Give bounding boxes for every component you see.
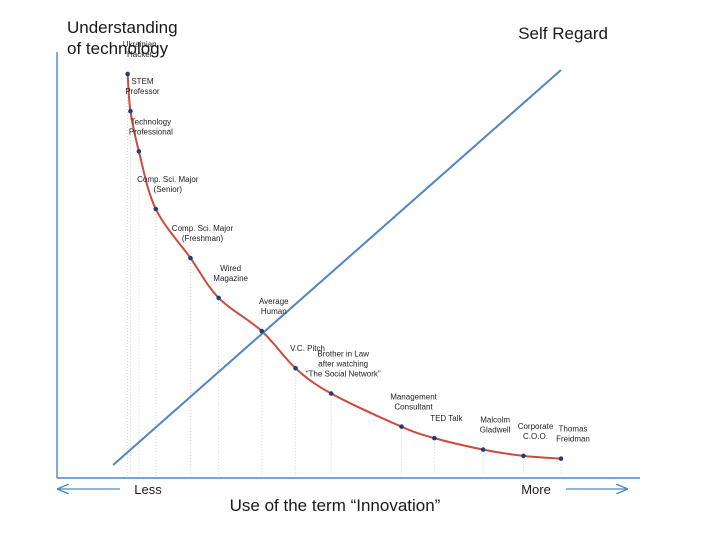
point-label-line: Corporate [518, 422, 554, 431]
point-11 [480, 447, 486, 452]
points-layer [125, 71, 564, 461]
point-label-9: Management Consultant [390, 393, 437, 412]
point-label-11: Malcolm Gladwell [480, 416, 511, 435]
self-regard-label: Self Regard [518, 24, 608, 43]
point-label-line: Technology [131, 117, 171, 126]
point-label-line: Gladwell [480, 426, 511, 435]
point-label-line: TED Talk [430, 414, 463, 423]
innovation-curve [126, 73, 562, 460]
point-label-line: after watching [318, 360, 368, 369]
point-label-line: Brother in Law [317, 350, 369, 359]
y-axis-title-line-1: Understanding [67, 18, 178, 37]
point-label-line: (Freshman) [182, 234, 224, 243]
point-label-line: Professional [129, 127, 173, 136]
point-label-line: Hacker [127, 50, 153, 59]
y-axis-title: Understanding of technology [67, 18, 178, 58]
self-regard-line [112, 69, 562, 466]
point-label-13: Thomas Freidman [556, 425, 590, 444]
point-label-line: Comp. Sci. Major [137, 175, 199, 184]
point-4 [188, 255, 193, 261]
point-label-line: “The Social Network” [306, 370, 381, 379]
point-label-0: Ukrainian Hacker [123, 40, 157, 59]
point-13 [558, 456, 564, 461]
point-6 [259, 328, 265, 334]
point-8 [328, 391, 334, 396]
point-label-line: Magazine [213, 274, 248, 283]
x-axis-more-label: More [521, 482, 551, 497]
point-3 [153, 206, 159, 212]
point-label-line: (Senior) [154, 185, 183, 194]
axes [56, 52, 640, 479]
guide-lines [127, 78, 562, 476]
point-7 [293, 365, 298, 371]
point-1 [128, 108, 133, 114]
point-label-line: V.C. Pitch [290, 344, 325, 353]
point-0 [125, 71, 130, 77]
point-label-7: V.C. Pitch [290, 344, 325, 353]
point-10 [432, 435, 437, 441]
series-layer [112, 69, 562, 466]
y-axis-title-line-2: of technology [67, 39, 169, 58]
point-label-line: C.O.O. [523, 432, 548, 441]
point-label-line: Comp. Sci. Major [172, 224, 234, 233]
point-label-line: Human [261, 307, 287, 316]
point-label-8: Brother in Law after watching “The Social … [306, 350, 381, 379]
point-2 [136, 149, 142, 154]
x-axis-less-label: Less [134, 482, 162, 497]
x-axis-title: Use of the term “Innovation” [230, 496, 441, 515]
point-9 [399, 424, 404, 429]
point-5 [216, 295, 221, 301]
point-label-line: Professor [125, 87, 160, 96]
point-label-line: Freidman [556, 435, 590, 444]
point-label-12: Corporate C.O.O. [518, 422, 554, 441]
point-label-4: Comp. Sci. Major (Freshman) [172, 224, 234, 243]
point-label-6: Average Human [259, 297, 289, 316]
point-label-line: Average [259, 297, 289, 306]
point-label-line: Wired [220, 264, 241, 273]
point-label-line: Management [390, 393, 437, 402]
point-label-line: Thomas [559, 425, 588, 434]
point-label-line: Malcolm [480, 416, 510, 425]
point-label-line: Ukrainian [123, 40, 157, 49]
point-label-5: Wired Magazine [213, 264, 248, 283]
point-label-10: TED Talk [430, 414, 463, 423]
point-label-line: Consultant [394, 403, 433, 412]
point-label-3: Comp. Sci. Major (Senior) [137, 175, 199, 194]
point-label-2: Technology Professional [129, 117, 173, 136]
point-label-line: STEM [131, 77, 154, 86]
point-12 [521, 453, 526, 459]
point-label-1: STEM Professor [125, 77, 160, 96]
